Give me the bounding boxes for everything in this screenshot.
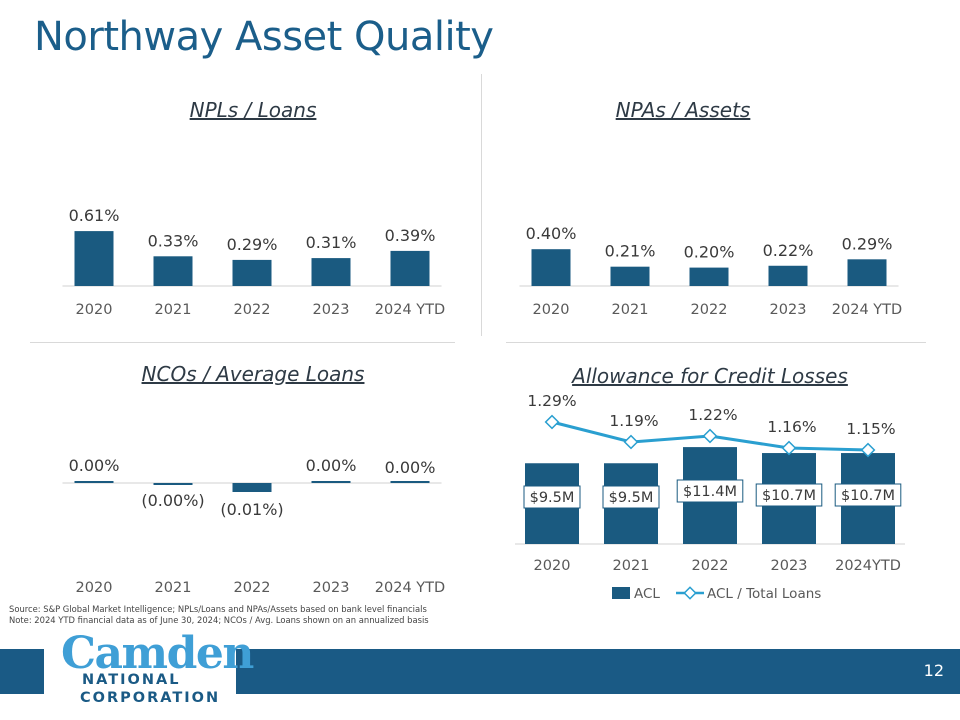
company-logo: Camden NATIONAL CORPORATION xyxy=(58,628,254,720)
npa-bar xyxy=(768,265,808,286)
npa-data-label: 0.20% xyxy=(684,243,735,262)
npa-data-label: 0.21% xyxy=(605,242,656,261)
logo-line-corporation: CORPORATION xyxy=(80,690,221,706)
npl-data-label: 0.29% xyxy=(227,235,278,254)
npl-bar xyxy=(390,250,430,286)
nco-tick-label: 2023 xyxy=(313,580,350,596)
legend-acl-swatch xyxy=(612,587,630,599)
npl-bar xyxy=(153,256,193,286)
npl-chart-title: NPLs / Loans xyxy=(189,98,317,122)
footer-bar-left xyxy=(0,649,44,694)
nco-data-label: 0.00% xyxy=(306,456,357,475)
npl-tick-label: 2022 xyxy=(234,302,271,318)
logo-line-national: NATIONAL xyxy=(82,672,181,688)
npa-tick-label: 2021 xyxy=(612,302,649,318)
npl-tick-label: 2023 xyxy=(313,302,350,318)
nco-bar xyxy=(74,481,114,483)
npa-bar xyxy=(847,259,887,286)
footer-bar xyxy=(236,649,960,694)
acl-ratio-point xyxy=(544,414,560,430)
legend-ratio-label: ACL / Total Loans xyxy=(707,586,821,602)
npl-data-label: 0.33% xyxy=(148,231,199,250)
acl-bar-label: $10.7M xyxy=(841,488,895,504)
nco-data-label: (0.00%) xyxy=(141,491,204,510)
npl-data-label: 0.61% xyxy=(69,206,120,225)
acl-ratio-label: 1.15% xyxy=(846,420,895,438)
acl-ratio-point xyxy=(860,442,876,458)
npa-data-label: 0.29% xyxy=(842,234,893,253)
acl-ratio-point xyxy=(623,434,639,450)
nco-tick-label: 2024 YTD xyxy=(375,580,445,596)
npa-tick-label: 2022 xyxy=(691,302,728,318)
npl-bar xyxy=(311,258,351,286)
nco-chart-title: NCOs / Average Loans xyxy=(141,362,365,386)
npa-tick-label: 2020 xyxy=(533,302,570,318)
npl-data-label: 0.39% xyxy=(385,226,436,245)
nco-data-label: (0.01%) xyxy=(220,500,283,519)
npl-bar xyxy=(74,231,114,286)
legend-ratio-marker xyxy=(683,586,697,600)
vertical-divider xyxy=(481,74,482,336)
acl-ratio-label: 1.16% xyxy=(767,418,816,436)
npl-bar xyxy=(232,259,272,286)
horizontal-divider-right xyxy=(506,342,926,343)
acl-tick-label: 2023 xyxy=(771,558,808,574)
nco-tick-label: 2020 xyxy=(76,580,113,596)
logo-wordmark: Camden xyxy=(61,628,254,679)
nco-data-label: 0.00% xyxy=(385,458,436,477)
nco-tick-label: 2022 xyxy=(234,580,271,596)
acl-ratio-label: 1.29% xyxy=(527,392,576,410)
acl-chart-title: Allowance for Credit Losses xyxy=(572,364,848,388)
nco-bar xyxy=(311,481,351,483)
npa-bar xyxy=(610,266,650,286)
acl-ratio-point xyxy=(781,440,797,456)
acl-bar-label: $10.7M xyxy=(762,488,816,504)
acl-bar-label-box xyxy=(755,483,823,507)
acl-bar-label-box xyxy=(602,485,660,509)
npa-bar xyxy=(531,249,571,286)
acl-tick-label: 2020 xyxy=(534,558,571,574)
acl-bar-label: $9.5M xyxy=(530,490,575,506)
acl-ratio-point xyxy=(702,428,718,444)
horizontal-divider-left xyxy=(30,342,455,343)
npl-tick-label: 2021 xyxy=(155,302,192,318)
acl-ratio-label: 1.22% xyxy=(688,406,737,424)
npa-data-label: 0.40% xyxy=(526,224,577,243)
acl-bar-label-box xyxy=(523,485,581,509)
acl-ratio-label: 1.19% xyxy=(609,412,658,430)
footnote-note: Note: 2024 YTD financial data as of June… xyxy=(9,615,429,625)
acl-tick-label: 2022 xyxy=(692,558,729,574)
legend-acl-label: ACL xyxy=(634,586,660,602)
npa-data-label: 0.22% xyxy=(763,241,814,260)
npa-tick-label: 2024 YTD xyxy=(832,302,902,318)
nco-bar xyxy=(153,483,193,485)
npl-tick-label: 2020 xyxy=(76,302,113,318)
nco-bar xyxy=(390,481,430,483)
acl-bar-label-box xyxy=(676,479,744,503)
footnote-source: Source: S&P Global Market Intelligence; … xyxy=(9,604,427,614)
nco-tick-label: 2021 xyxy=(155,580,192,596)
page-title: Northway Asset Quality xyxy=(34,14,494,60)
acl-bar-label: $9.5M xyxy=(609,490,654,506)
npl-tick-label: 2024 YTD xyxy=(375,302,445,318)
nco-bar xyxy=(232,483,272,492)
acl-bar-label: $11.4M xyxy=(683,484,737,500)
nco-data-label: 0.00% xyxy=(69,456,120,475)
acl-tick-label: 2024YTD xyxy=(835,558,901,574)
page-number: 12 xyxy=(923,661,944,680)
npl-data-label: 0.31% xyxy=(306,233,357,252)
acl-tick-label: 2021 xyxy=(613,558,650,574)
npa-bar xyxy=(689,267,729,286)
npa-chart-title: NPAs / Assets xyxy=(615,98,751,122)
acl-bar-label-box xyxy=(834,483,902,507)
npa-tick-label: 2023 xyxy=(770,302,807,318)
